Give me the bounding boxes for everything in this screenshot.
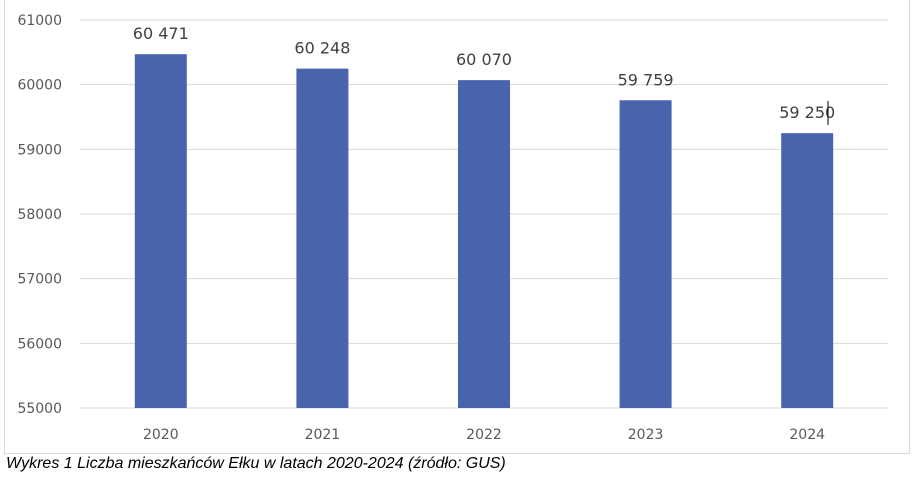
x-tick-label: 2020	[143, 427, 179, 443]
bar	[134, 54, 187, 408]
y-tick-label: 61000	[17, 13, 62, 29]
bar	[781, 133, 834, 408]
bar	[619, 100, 672, 408]
x-tick-label: 2023	[628, 427, 664, 443]
x-tick-label: 2024	[789, 427, 825, 443]
y-tick-label: 57000	[17, 272, 62, 288]
figure-caption: Wykres 1 Liczba mieszkańców Ełku w latac…	[6, 455, 506, 472]
chart-area	[4, 0, 910, 454]
x-tick-label: 2022	[466, 427, 502, 443]
data-label: 59 250	[779, 103, 835, 122]
data-label: 59 759	[618, 70, 674, 89]
data-label: 60 248	[294, 39, 350, 58]
y-tick-label: 59000	[17, 142, 62, 158]
data-label: 60 070	[456, 50, 512, 69]
y-tick-label: 56000	[17, 336, 62, 352]
y-tick-label: 55000	[17, 401, 62, 417]
y-tick-label: 58000	[17, 207, 62, 223]
bar-chart: 55000 56000 57000 58000 59000 60000 61000 60 47…	[17, 13, 888, 443]
y-tick-label: 60000	[17, 78, 62, 94]
bar	[296, 68, 349, 408]
bar	[458, 80, 510, 408]
x-tick-label: 2021	[305, 427, 341, 443]
data-label: 60 471	[133, 24, 189, 43]
